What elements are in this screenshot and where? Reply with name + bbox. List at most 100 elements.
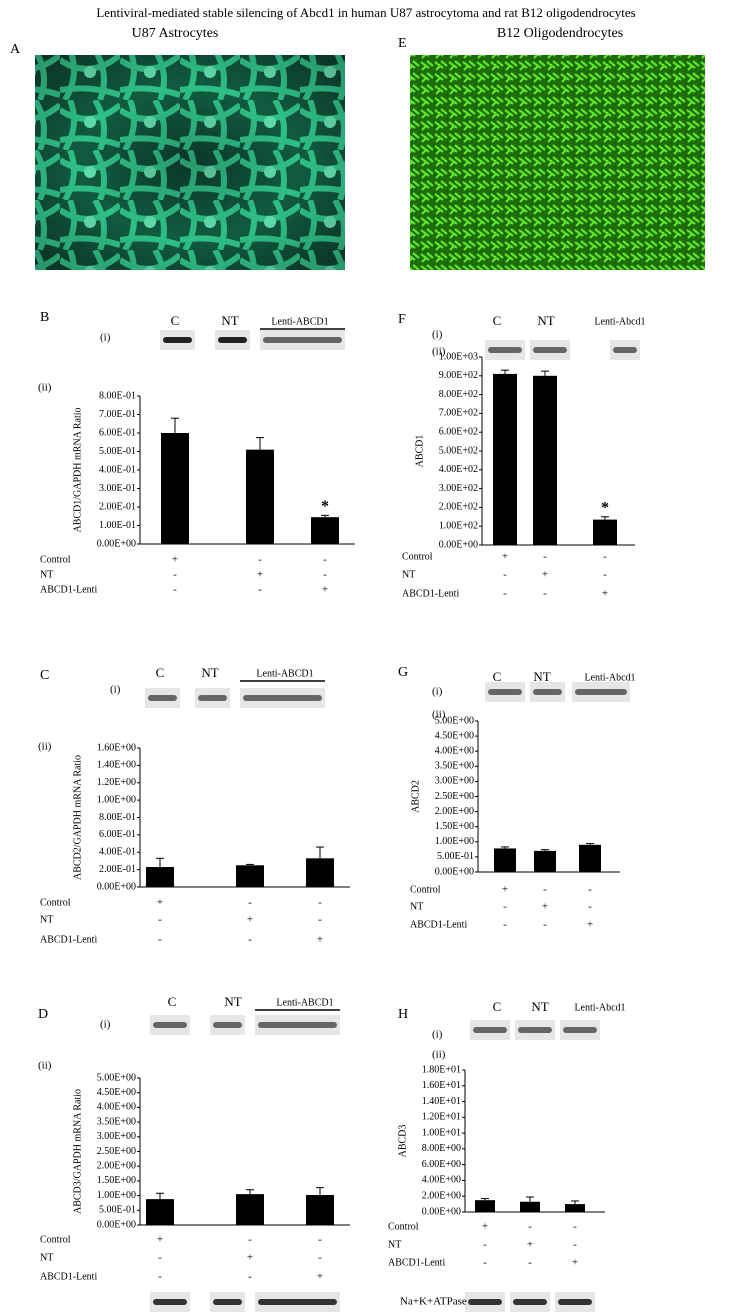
blot-label: C: [493, 999, 502, 1014]
y-tick-label: 0.00E+00: [439, 539, 478, 550]
y-tick-label: 1.40E+01: [422, 1096, 461, 1107]
y-tick-label: 3.00E+00: [97, 1131, 136, 1142]
panel-letter: A: [10, 42, 21, 57]
panel-letter: F: [398, 312, 406, 327]
row-sign: -: [258, 584, 262, 596]
y-tick-label: 9.00E+02: [439, 370, 478, 381]
blot-index: (i): [100, 1019, 111, 1031]
row-sign: +: [527, 1239, 533, 1251]
column-header: U87 Astrocytes: [132, 26, 219, 41]
row-label: Control: [410, 884, 441, 895]
row-sign: -: [318, 897, 322, 909]
chart-index: (ii): [432, 1049, 446, 1061]
blot-index: (i): [110, 684, 121, 696]
blot-index: (i): [432, 686, 443, 698]
panel-letter: D: [38, 1007, 48, 1022]
row-sign: -: [573, 1221, 577, 1233]
row-label: NT: [402, 569, 415, 580]
blot-label: Lenti-ABCD1: [256, 668, 313, 679]
y-axis-label: ABCD3/GAPDH mRNA Ratio: [72, 1089, 83, 1214]
row-label: ABCD1-Lenti: [40, 934, 97, 945]
y-tick-label: 1.00E+00: [97, 794, 136, 805]
row-label: NT: [388, 1239, 401, 1250]
y-tick-label: 5.00E+02: [439, 445, 478, 456]
row-sign: -: [248, 897, 252, 909]
y-tick-label: 1.00E+01: [422, 1127, 461, 1138]
blot-label: NT: [224, 994, 241, 1009]
micrograph: [410, 55, 705, 270]
row-sign: -: [323, 554, 327, 566]
y-axis-label: ABCD2/GAPDH mRNA Ratio: [72, 755, 83, 880]
row-sign: -: [503, 919, 507, 931]
blot-label: Lenti-Abcd1: [584, 672, 635, 683]
row-sign: -: [543, 884, 547, 896]
chart-index: (ii): [38, 741, 52, 753]
y-tick-label: 2.00E+00: [435, 806, 474, 817]
blot-band: [153, 1299, 187, 1305]
chart-index: (ii): [38, 382, 52, 394]
row-label: ABCD1-Lenti: [402, 588, 459, 599]
row-sign: +: [317, 1271, 323, 1283]
y-axis-label: ABCD2: [410, 780, 421, 813]
blot-label: NT: [201, 665, 218, 680]
blot-index: (i): [432, 1029, 443, 1041]
blot-label: NT: [221, 313, 238, 328]
y-tick-label: 1.00E+03: [439, 351, 478, 362]
y-tick-label: 4.50E+00: [97, 1087, 136, 1098]
blot-label: C: [493, 313, 502, 328]
y-tick-label: 1.00E+00: [435, 836, 474, 847]
y-tick-label: 5.00E+00: [435, 715, 474, 726]
significance-label: *: [321, 498, 329, 515]
blot-label: Lenti-ABCD1: [271, 316, 328, 327]
y-tick-label: 4.00E+02: [439, 464, 478, 475]
y-tick-label: 4.50E+00: [435, 730, 474, 741]
row-label: NT: [40, 1252, 53, 1263]
row-label: ABCD1-Lenti: [388, 1257, 445, 1268]
y-tick-label: 7.00E+02: [439, 408, 478, 419]
y-tick-label: 1.20E+01: [422, 1112, 461, 1123]
y-tick-label: 5.00E-01: [99, 1205, 136, 1216]
blot-label: Lenti-Abcd1: [574, 1002, 625, 1013]
blot-band: [558, 1299, 592, 1305]
y-tick-label: 4.00E-01: [99, 847, 136, 858]
y-tick-label: 2.00E+00: [97, 1160, 136, 1171]
blot-band: [518, 1027, 552, 1033]
row-label: ABCD1-Lenti: [40, 584, 97, 595]
blot-label: C: [156, 665, 165, 680]
y-tick-label: 1.40E+00: [97, 760, 136, 771]
y-tick-label: 0.00E+00: [435, 866, 474, 877]
y-axis-label: ABCD1: [414, 435, 425, 468]
row-sign: -: [258, 554, 262, 566]
blot-label: Lenti-ABCD1: [276, 997, 333, 1008]
y-tick-label: 3.50E+00: [435, 761, 474, 772]
row-sign: +: [542, 901, 548, 913]
row-label: ABCD1-Lenti: [40, 1271, 97, 1282]
y-tick-label: 0.00E+00: [422, 1206, 461, 1217]
row-label: NT: [410, 901, 423, 912]
row-sign: +: [482, 1221, 488, 1233]
row-sign: +: [257, 569, 263, 581]
row-sign: +: [572, 1257, 578, 1269]
row-sign: -: [248, 1271, 252, 1283]
y-axis-label: ABCD3: [397, 1125, 408, 1158]
blot-band: [468, 1299, 502, 1305]
bar: [306, 858, 334, 887]
row-sign: -: [158, 914, 162, 926]
y-tick-label: 8.00E-01: [99, 390, 136, 401]
y-tick-label: 2.50E+00: [97, 1146, 136, 1157]
y-tick-label: 0.00E+00: [97, 881, 136, 892]
row-sign: -: [173, 584, 177, 596]
bar: [534, 850, 556, 872]
column-header: B12 Oligodendrocytes: [497, 26, 623, 41]
bar: [161, 433, 189, 544]
row-sign: -: [573, 1239, 577, 1251]
bar: [246, 449, 274, 544]
row-sign: +: [502, 551, 508, 563]
chart-index: (ii): [432, 346, 446, 358]
row-sign: -: [603, 569, 607, 581]
panel-letter: G: [398, 665, 408, 680]
blot-band: [258, 1022, 337, 1028]
row-sign: -: [543, 551, 547, 563]
blot-band: [243, 695, 322, 701]
y-tick-label: 0.00E+00: [97, 1219, 136, 1230]
